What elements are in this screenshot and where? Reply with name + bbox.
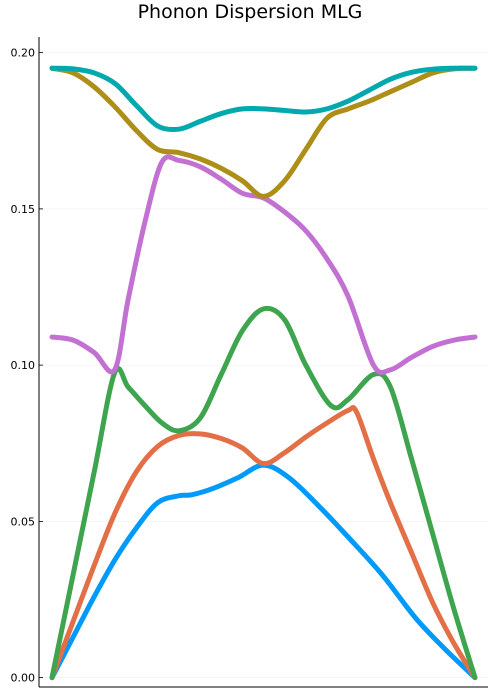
series-line-4 <box>49 154 478 376</box>
y-tick-label: 0.15 <box>11 203 36 216</box>
chart-title: Phonon Dispersion MLG <box>137 1 363 23</box>
y-tick-label: 0.10 <box>11 359 36 372</box>
tick-label-layer: 0.00 0.05 0.10 0.15 0.20 <box>11 47 36 685</box>
series-line-3 <box>49 305 478 681</box>
series-layer <box>49 65 478 681</box>
y-tick-label: 0.05 <box>11 515 36 528</box>
y-tick-label: 0.20 <box>11 47 36 60</box>
y-tick-label: 0.00 <box>11 672 36 685</box>
axis-layer <box>38 37 488 688</box>
series-line-5 <box>49 65 478 199</box>
grid-layer <box>39 52 488 678</box>
series-line-2 <box>49 404 478 681</box>
series-line-1 <box>49 462 478 681</box>
series-line-6 <box>49 65 478 133</box>
